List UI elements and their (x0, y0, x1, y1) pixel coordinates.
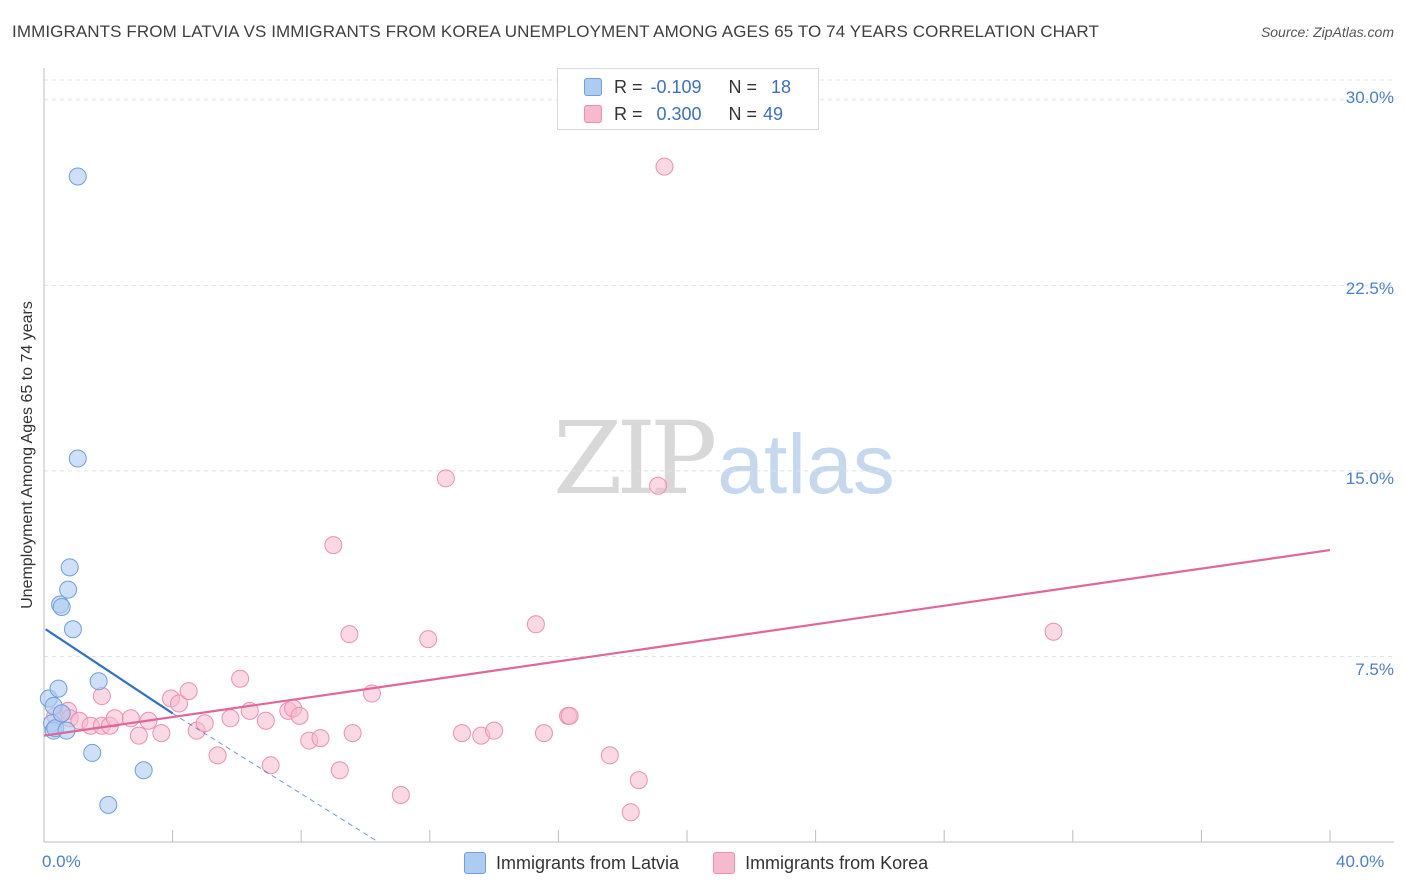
latvia-trend-extension (172, 712, 379, 843)
y-tick-label-30: 30.0% (1345, 88, 1394, 107)
y-axis-label: Unemployment Among Ages 65 to 74 years (19, 301, 36, 609)
korea-point (560, 706, 579, 725)
r-label: R = (614, 76, 643, 97)
latvia-legend-swatch (464, 852, 486, 874)
korea-point (256, 711, 275, 730)
x-tick-label-max: 40.0% (1336, 852, 1385, 871)
korea-legend-swatch (713, 852, 736, 874)
korea-point (649, 476, 668, 495)
y-tick-label-22-5: 22.5% (1345, 279, 1394, 298)
chart-title: IMMIGRANTS FROM LATVIA VS IMMIGRANTS FRO… (12, 22, 1099, 41)
r-value-latvia: -0.109 (650, 76, 702, 97)
korea-point (231, 669, 250, 688)
latvia-point (52, 704, 71, 723)
korea-point (311, 729, 330, 748)
y-tick-label-15: 15.0% (1345, 469, 1394, 488)
korea-point (208, 746, 227, 765)
korea-point (600, 746, 619, 765)
korea-point (170, 694, 189, 713)
korea-point (621, 803, 640, 822)
series-legend: Immigrants from Latvia Immigrants from K… (464, 852, 962, 874)
korea-point (179, 682, 198, 701)
y-tick-label-7-5: 7.5% (1355, 660, 1394, 679)
korea-point (195, 714, 214, 733)
x-tick-label-min: 0.0% (42, 852, 81, 871)
korea-swatch (584, 105, 602, 123)
n-label: N = (728, 76, 758, 97)
n-value-korea: 49 (763, 103, 784, 124)
legend-row-korea: R = 0.300 N = 49 (584, 101, 783, 127)
latvia-point (60, 558, 79, 577)
korea-point (152, 724, 171, 743)
korea-point (290, 706, 309, 725)
korea-point (436, 469, 455, 488)
n-label: N = (728, 103, 758, 124)
latvia-point (59, 580, 78, 599)
latvia-point (134, 761, 153, 780)
latvia-point (89, 672, 108, 691)
correlation-legend: R = -0.109 N = 18 R = 0.300 N = 49 (557, 68, 819, 130)
korea-point (340, 625, 359, 644)
korea-point (324, 536, 343, 555)
korea-point (419, 630, 438, 649)
latvia-point (68, 449, 87, 468)
korea-point (534, 724, 553, 743)
latvia-swatch (584, 78, 602, 96)
n-value-latvia: 18 (771, 76, 792, 97)
korea-point (92, 687, 111, 706)
korea-trend-line (43, 548, 1331, 737)
latvia-point (63, 620, 82, 639)
latvia-point (49, 679, 68, 698)
korea-point (629, 771, 648, 790)
r-value-korea: 0.300 (656, 103, 702, 124)
r-label: R = (614, 103, 643, 124)
korea-point (330, 761, 349, 780)
latvia-point (99, 795, 118, 814)
korea-point (1044, 622, 1063, 641)
legend-item-latvia[interactable]: Immigrants from Latvia (464, 852, 679, 874)
korea-point (655, 157, 674, 176)
korea-point (221, 709, 240, 728)
korea-point (452, 724, 471, 743)
korea-point (391, 785, 410, 804)
legend-label-latvia: Immigrants from Latvia (496, 852, 680, 873)
source-label: Source: ZipAtlas.com (1260, 24, 1394, 40)
legend-label-korea: Immigrants from Korea (745, 852, 929, 873)
latvia-trend-line (45, 628, 174, 715)
legend-row-latvia: R = -0.109 N = 18 (584, 74, 791, 100)
legend-item-korea[interactable]: Immigrants from Korea (713, 852, 928, 874)
korea-point (343, 724, 362, 743)
latvia-point (68, 167, 87, 186)
latvia-point (52, 597, 71, 616)
korea-point (526, 615, 545, 634)
latvia-point (83, 743, 102, 762)
korea-point (261, 756, 280, 775)
korea-point (129, 726, 148, 745)
korea-point (485, 721, 504, 740)
